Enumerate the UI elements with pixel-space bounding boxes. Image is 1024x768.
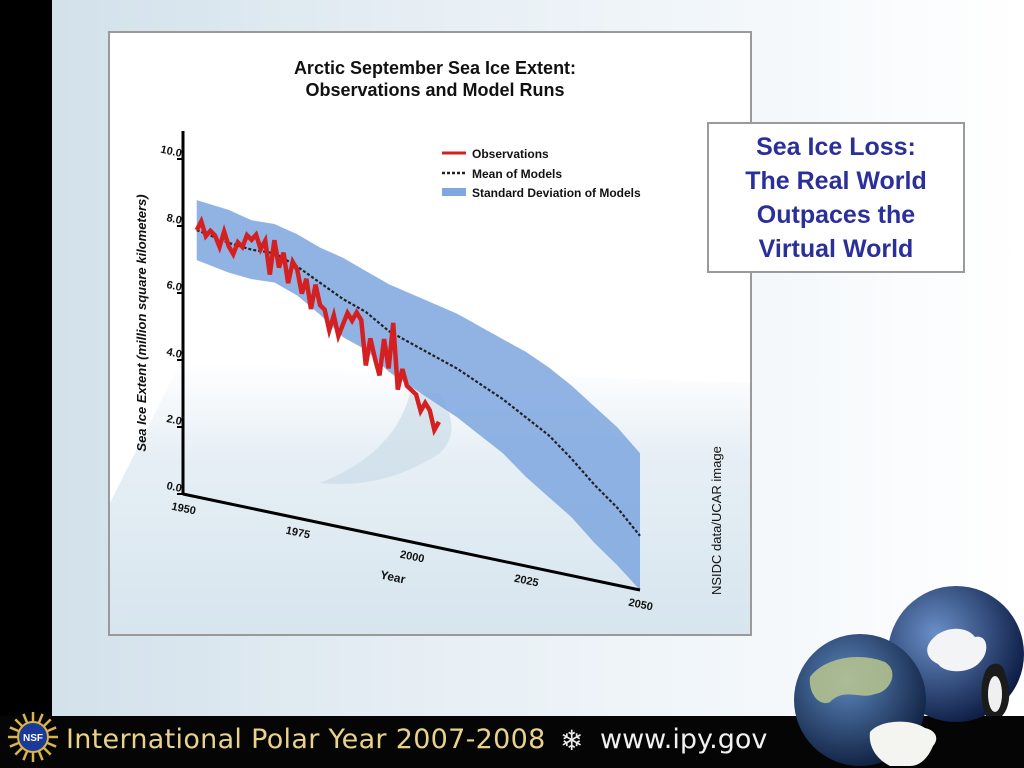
globes-illustration [794,586,1024,766]
polar-bear-icon [869,721,937,766]
y-tick-label: 4.0 [165,346,182,361]
x-tick-label: 1975 [285,525,311,542]
x-tick-label: 2050 [627,597,653,614]
x-ticks: 1950 1975 2000 2025 2050 [170,501,653,614]
nsf-logo-ray [9,741,20,748]
x-tick-label: 2000 [399,549,425,566]
y-tick-label: 2.0 [165,413,182,428]
ice-crack [320,393,452,484]
penguin-belly [988,676,1002,712]
nsf-logo-rays [8,712,58,762]
y-tick-label: 8.0 [165,212,182,227]
chart-title-line2: Observations and Model Runs [305,80,564,100]
callout-text: Sea Ice Loss: The Real World Outpaces th… [745,132,927,263]
y-tick-label: 0.0 [165,480,182,495]
nsf-logo-ray [14,746,24,756]
nsf-logo-ray [37,750,44,761]
y-tick-label: 6.0 [165,279,182,294]
nsf-logo-ray [22,750,29,761]
continent-shape [809,657,893,704]
source-credit: NSIDC data/UCAR image [709,446,724,595]
nsf-logo-ray [9,726,20,733]
x-axis-label: Year [379,568,407,587]
nsf-logo-icon: NSF [8,712,58,762]
chart-svg: Arctic September Sea Ice Extent: Observa… [110,58,750,634]
nsf-logo-ray [42,718,52,728]
y-ticks: 0.0 2.0 4.0 6.0 8.0 10.0 [159,144,183,495]
antarctica-shape [927,628,987,672]
footer-url[interactable]: www.ipy.gov [600,724,768,755]
chart-frame: Arctic September Sea Ice Extent: Observa… [108,31,752,636]
nsf-logo-globe [17,721,49,753]
y-tick-label: 10.0 [159,144,182,160]
nsf-logo-ray [46,726,57,733]
legend-mean-label: Mean of Models [472,167,562,181]
nsf-logo-ray [22,713,29,724]
nsf-logo-ray [42,746,52,756]
footer-title: International Polar Year 2007-2008 [66,724,546,755]
legend-observations-label: Observations [472,147,549,161]
nsf-logo-ray [14,718,24,728]
observations-line [194,215,441,437]
nsf-logo-text: NSF [23,733,43,744]
chart-title-line1: Arctic September Sea Ice Extent: [294,58,576,78]
y-axis-label: Sea Ice Extent (million square kilometer… [134,194,149,451]
callout-box: Sea Ice Loss: The Real World Outpaces th… [707,122,965,273]
chart-legend: Observations Mean of Models Standard Dev… [442,147,641,200]
x-axis-line [182,492,641,592]
nsf-logo-ray [37,713,44,724]
snowflake-icon: ❄ [560,725,584,756]
legend-std-label: Standard Deviation of Models [472,186,641,200]
x-tick-label: 2025 [513,573,539,590]
left-black-bar [0,0,52,768]
observations-layer [194,215,441,437]
legend-std-swatch [442,188,466,196]
nsf-logo-ray [46,741,57,748]
x-tick-label: 1950 [170,501,196,518]
